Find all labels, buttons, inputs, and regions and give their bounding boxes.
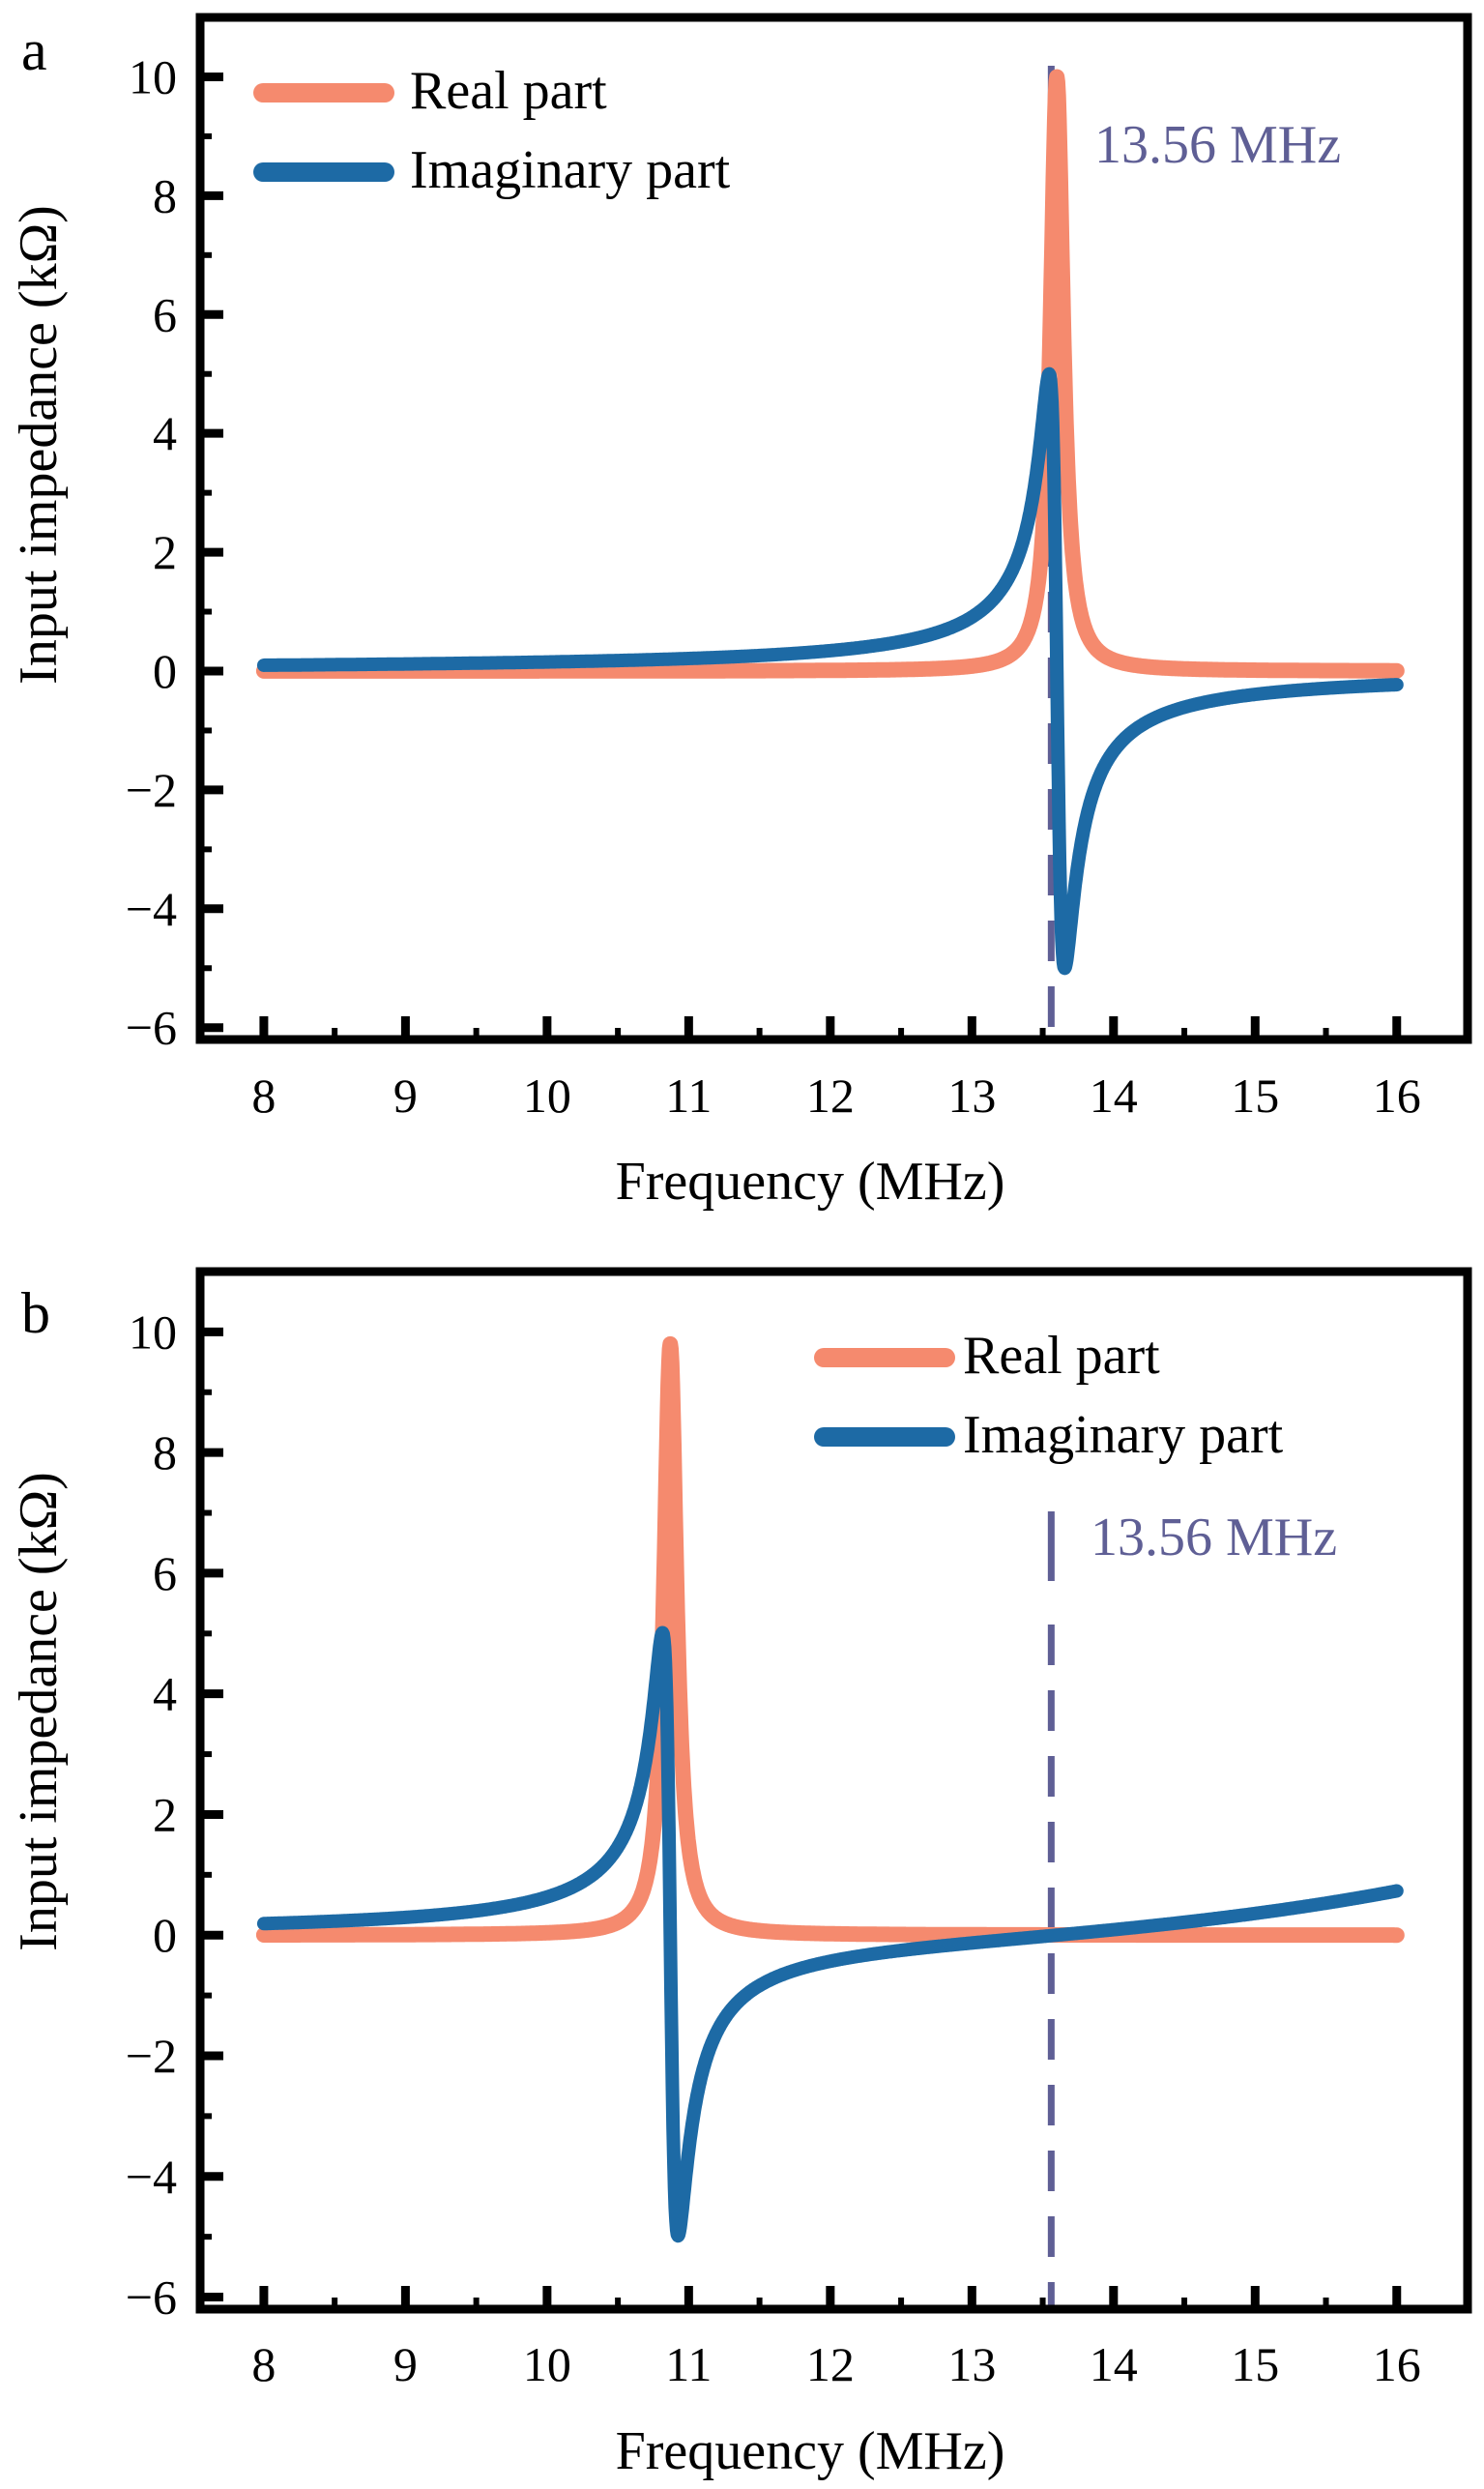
x-tick-label-13-a: 13	[947, 1069, 996, 1123]
x-axis-title-b: Frequency (MHz)	[616, 2421, 1005, 2481]
x-tick-label-10-a: 10	[523, 1069, 571, 1123]
legend-b: Real part Imaginary part	[814, 1326, 1284, 1465]
plot-area-b: 8 9 10 11 12 13 14 15 16 −6 −4 −2 0 2 4 6 8 10	[126, 1267, 1472, 2391]
legend-a: Real part Imaginary part	[253, 61, 731, 200]
y-tick-label--4-a: −4	[126, 882, 177, 936]
y-tick-label-2-a: 2	[153, 525, 177, 579]
y-tick-label-0-a: 0	[153, 644, 177, 698]
plot-area-a: 8 9 10 11 12 13 14 15 16 −6 −4 −2 0 2 4 6 8 10	[126, 13, 1472, 1123]
legend-label-real-part-b: Real part	[963, 1326, 1160, 1386]
y-tick-label-4-a: 4	[153, 406, 177, 460]
y-tick-label-4-b: 4	[153, 1667, 177, 1721]
y-tick-label-0-b: 0	[153, 1908, 177, 1962]
y-axis-title-a: Input impedance (kΩ)	[9, 205, 69, 685]
y-tick-label--2-b: −2	[126, 2029, 177, 2083]
legend-label-real-part-a: Real part	[410, 61, 607, 121]
x-tick-label-10-b: 10	[523, 2337, 571, 2391]
x-tick-label-9-a: 9	[393, 1069, 418, 1123]
y-tick-label-2-b: 2	[153, 1787, 177, 1841]
y-axis-title-b: Input impedance (kΩ)	[9, 1472, 69, 1951]
legend-label-imaginary-part-a: Imaginary part	[410, 140, 731, 200]
y-tick-label--6-a: −6	[126, 1001, 177, 1055]
panel-label-a: a	[21, 18, 47, 82]
series-imaginary-part-b	[256, 1625, 1404, 2243]
series-imaginary-part-a	[256, 366, 1404, 976]
panel-b: b 8 9 10 11 12 13 14 15 16 −6 −4 −2 0 2 4 6 8 10 Frequenc…	[9, 1267, 1472, 2481]
x-axis-title-a: Frequency (MHz)	[616, 1152, 1005, 1212]
y-tick-label-10-a: 10	[129, 49, 177, 103]
annotation-13-56-mhz-b: 13.56 MHz	[1091, 1508, 1337, 1567]
series-real-part-b	[255, 1335, 1405, 1944]
x-tick-label-11-a: 11	[665, 1069, 712, 1123]
annotation-13-56-mhz-a: 13.56 MHz	[1094, 115, 1341, 175]
panel-a: a 8 9 10 11 12 13 14 15 16 −6 −4 −2 0 2 4 6 8 10 Frequenc…	[9, 13, 1472, 1212]
y-tick-label--4-b: −4	[126, 2150, 177, 2204]
panel-label-b: b	[21, 1281, 50, 1345]
y-tick-label-8-b: 8	[153, 1425, 177, 1479]
y-tick-label-6-a: 6	[153, 287, 177, 341]
series-real-part-a	[255, 69, 1405, 679]
y-tick-label--2-a: −2	[126, 763, 177, 817]
y-tick-label-10-b: 10	[129, 1304, 177, 1359]
y-tick-label-8-a: 8	[153, 168, 177, 222]
x-tick-label-15-a: 15	[1231, 1069, 1279, 1123]
legend-label-imaginary-part-b: Imaginary part	[963, 1405, 1284, 1465]
x-tick-label-16-b: 16	[1373, 2337, 1421, 2391]
y-tick-label--6-b: −6	[126, 2270, 177, 2325]
x-tick-label-12-a: 12	[806, 1069, 855, 1123]
x-tick-label-8-b: 8	[251, 2337, 276, 2391]
y-tick-label-6-b: 6	[153, 1546, 177, 1600]
x-tick-label-15-b: 15	[1231, 2337, 1279, 2391]
x-tick-label-8-a: 8	[251, 1069, 276, 1123]
x-tick-label-13-b: 13	[947, 2337, 996, 2391]
x-tick-label-12-b: 12	[806, 2337, 855, 2391]
x-tick-label-14-a: 14	[1090, 1069, 1138, 1123]
x-tick-label-11-b: 11	[665, 2337, 712, 2391]
x-tick-label-16-a: 16	[1373, 1069, 1421, 1123]
x-tick-label-14-b: 14	[1090, 2337, 1138, 2391]
x-tick-label-9-b: 9	[393, 2337, 418, 2391]
